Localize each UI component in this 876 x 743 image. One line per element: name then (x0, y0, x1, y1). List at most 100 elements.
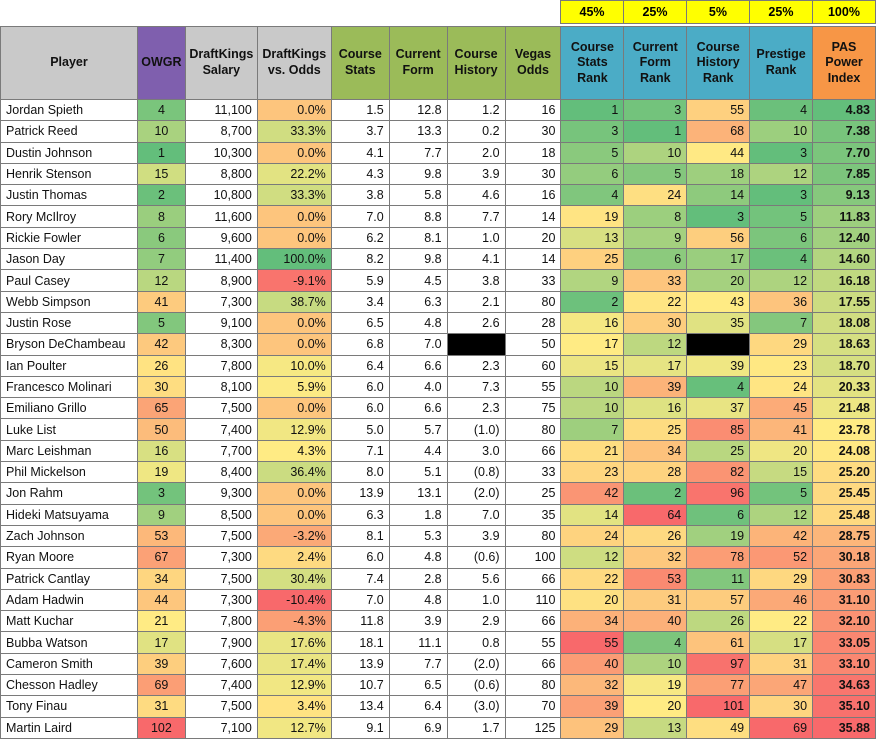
cell-course-history: 2.3 (446, 354, 506, 377)
cell-owgr: 31 (136, 695, 186, 718)
header-label-line: Rank (577, 70, 608, 85)
cell-dk-salary: 11,100 (184, 98, 258, 122)
cell-course-history: 2.0 (446, 141, 506, 164)
header-label-line: Course (570, 39, 614, 54)
cell-vegas-odds: 25 (504, 482, 562, 505)
cell-current-form-rank: 3 (623, 98, 688, 122)
cell-course-stats: 11.8 (330, 610, 390, 633)
cell-owgr: 10 (136, 120, 186, 143)
cell-dk-vs-odds: 0.0% (256, 98, 332, 122)
cell-vegas-odds: 16 (504, 184, 562, 207)
cell-current-form-rank: 39 (623, 375, 688, 399)
cell-course-history-rank: 49 (686, 716, 751, 739)
cell-course-stats-rank: 3 (560, 120, 625, 143)
table-row: Henrik Stenson 15 8,800 22.2% 4.3 9.8 3.9 30 6 5 1… (0, 162, 876, 186)
cell-course-history: 1.0 (446, 588, 506, 612)
cell-prestige-rank: 5 (749, 205, 814, 228)
cell-owgr: 21 (136, 610, 186, 633)
cell-course-history-rank: 11 (686, 567, 751, 590)
cell-course-history: 4.1 (446, 248, 506, 271)
cell-owgr: 102 (136, 716, 186, 739)
cell-prestige-rank: 47 (749, 674, 814, 697)
cell-owgr: 2 (136, 184, 186, 207)
cell-current-form: 4.8 (388, 546, 448, 569)
cell-owgr: 5 (136, 311, 186, 335)
table-row: Justin Rose 5 9,100 0.0% 6.5 4.8 2.6 28 16 30 35 7 1… (0, 311, 876, 335)
cell-player: Justin Rose (0, 311, 138, 335)
cell-current-form: 6.5 (388, 674, 448, 697)
table-row: Paul Casey 12 8,900 -9.1% 5.9 4.5 3.8 33 9 33 20 12… (0, 269, 876, 292)
table-row: Matt Kuchar 21 7,800 -4.3% 11.8 3.9 2.9 66 34 40 2… (0, 610, 876, 633)
header-label-line: Rank (639, 70, 671, 85)
cell-owgr: 65 (136, 397, 186, 420)
header-label-line: History (696, 55, 740, 70)
cell-dk-salary: 9,300 (184, 482, 258, 505)
cell-course-history-rank: 44 (686, 141, 751, 164)
header-label-line: Player (50, 55, 88, 70)
table-row: Ian Poulter 26 7,800 10.0% 6.4 6.6 2.3 60 15 17 39… (0, 354, 876, 377)
cell-course-stats: 1.5 (330, 98, 390, 122)
header-course-stats-rank: Course Stats Rank (560, 26, 625, 100)
cell-course-stats-rank: 19 (560, 205, 625, 228)
cell-course-stats: 9.1 (330, 716, 390, 739)
cell-course-history: 2.1 (446, 290, 506, 313)
cell-prestige-rank: 3 (749, 141, 814, 164)
cell-dk-vs-odds: 0.0% (256, 482, 332, 505)
table-row: Dustin Johnson 1 10,300 0.0% 4.1 7.7 2.0 18 5 10 4… (0, 141, 876, 164)
header-player: Player (0, 26, 138, 100)
cell-course-stats-rank: 1 (560, 98, 625, 122)
cell-course-stats-rank: 9 (560, 269, 625, 292)
cell-course-history-rank: 43 (686, 290, 751, 313)
cell-current-form-rank: 1 (623, 120, 688, 143)
table-row: Marc Leishman 16 7,700 4.3% 7.1 4.4 3.0 66 21 34 2… (0, 439, 876, 463)
cell-dk-vs-odds: 22.2% (256, 162, 332, 186)
cell-owgr: 50 (136, 418, 186, 441)
cell-dk-salary: 7,500 (184, 695, 258, 718)
cell-vegas-odds: 30 (504, 120, 562, 143)
cell-course-stats-rank: 23 (560, 461, 625, 484)
cell-pas-power-index: 18.70 (812, 354, 876, 377)
cell-course-history-rank: 18 (686, 162, 751, 186)
cell-pas-power-index: 12.40 (812, 226, 876, 250)
cell-current-form-rank: 17 (623, 354, 688, 377)
cell-prestige-rank: 4 (749, 98, 814, 122)
cell-dk-salary: 7,500 (184, 567, 258, 590)
cell-dk-vs-odds: 5.9% (256, 375, 332, 399)
cell-dk-salary: 7,500 (184, 397, 258, 420)
cell-player: Adam Hadwin (0, 588, 138, 612)
cell-course-stats: 18.1 (330, 631, 390, 654)
cell-player: Tony Finau (0, 695, 138, 718)
table-row: Luke List 50 7,400 12.9% 5.0 5.7 (1.0) 80 7 25 85 4… (0, 418, 876, 441)
cell-dk-vs-odds: 2.4% (256, 546, 332, 569)
cell-pas-power-index: 9.13 (812, 184, 876, 207)
cell-prestige-rank: 23 (749, 354, 814, 377)
cell-course-stats-rank: 10 (560, 397, 625, 420)
cell-owgr: 7 (136, 248, 186, 271)
cell-current-form-rank: 19 (623, 674, 688, 697)
header-label-line: Odds (517, 63, 549, 77)
cell-pas-power-index: 7.38 (812, 120, 876, 143)
cell-prestige-rank: 45 (749, 397, 814, 420)
cell-pas-power-index: 18.08 (812, 311, 876, 335)
cell-player: Zach Johnson (0, 524, 138, 548)
cell-course-history-rank: 85 (686, 418, 751, 441)
cell-course-history: (2.0) (446, 482, 506, 505)
cell-prestige-rank: 69 (749, 716, 814, 739)
cell-current-form: 7.7 (388, 652, 448, 676)
cell-course-history: 3.9 (446, 162, 506, 186)
cell-dk-salary: 11,400 (184, 248, 258, 271)
header-row: Player OWGR DraftKings Salary DraftKings vs. … (0, 26, 876, 100)
cell-player: Jordan Spieth (0, 98, 138, 122)
cell-course-stats: 6.4 (330, 354, 390, 377)
cell-course-stats: 3.7 (330, 120, 390, 143)
cell-vegas-odds: 66 (504, 439, 562, 463)
cell-course-history: 2.9 (446, 610, 506, 633)
cell-pas-power-index: 25.20 (812, 461, 876, 484)
cell-course-history: (2.0) (446, 652, 506, 676)
player-rankings-table: Player OWGR DraftKings Salary DraftKings vs. … (0, 26, 876, 739)
header-label-line: Stats (577, 55, 608, 70)
cell-pas-power-index: 21.48 (812, 397, 876, 420)
cell-course-stats: 7.1 (330, 439, 390, 463)
cell-course-stats: 8.0 (330, 461, 390, 484)
